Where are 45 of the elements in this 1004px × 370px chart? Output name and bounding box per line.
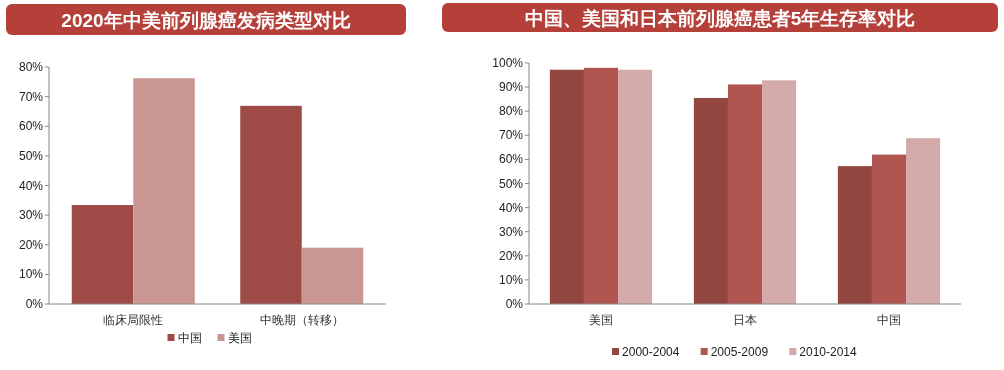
- y-tick-label: 20%: [18, 237, 44, 252]
- bar: [301, 247, 364, 304]
- chart-title: 中国、美国和日本前列腺癌患者5年生存率对比: [524, 7, 916, 29]
- x-tick-label: 中晚期（转移）: [259, 313, 344, 327]
- bar: [837, 166, 872, 304]
- x-tick-label: 临床局限性: [103, 313, 164, 327]
- y-tick-label: 10%: [18, 267, 44, 282]
- y-tick-label: 60%: [18, 119, 44, 134]
- y-tick-label: 20%: [498, 248, 524, 263]
- bar: [871, 154, 907, 304]
- y-tick-label: 60%: [498, 152, 524, 167]
- bar: [906, 138, 941, 304]
- legend-label: 2010-2014: [799, 345, 858, 359]
- y-tick-label: 10%: [498, 272, 524, 287]
- chart-title: 2020年中美前列腺癌发病类型对比: [61, 9, 351, 31]
- bar: [762, 80, 797, 304]
- y-tick-label: 70%: [498, 128, 524, 143]
- y-tick-label: 40%: [498, 200, 524, 215]
- y-tick-label: 90%: [498, 80, 524, 95]
- x-tick-label: 中国: [877, 313, 901, 327]
- bar: [618, 69, 653, 304]
- bar: [693, 97, 728, 304]
- bar: [583, 67, 619, 304]
- y-tick-label: 80%: [18, 60, 44, 74]
- x-tick-label: 美国: [589, 313, 613, 327]
- y-tick-label: 50%: [18, 148, 44, 163]
- legend-label: 中国: [177, 331, 202, 345]
- y-tick-label: 30%: [18, 208, 44, 223]
- y-tick-label: 50%: [498, 176, 524, 191]
- y-tick-label: 0%: [505, 297, 524, 311]
- y-tick-label: 80%: [498, 104, 524, 119]
- y-tick-label: 40%: [18, 178, 44, 193]
- x-tick-label: 日本: [733, 313, 757, 327]
- bar: [71, 205, 134, 304]
- legend-label: 2000-2004: [622, 345, 680, 359]
- bar: [549, 69, 584, 304]
- bar: [727, 84, 763, 304]
- y-tick-label: 0%: [25, 297, 44, 311]
- legend-label: 美国: [227, 331, 252, 345]
- bar: [240, 105, 302, 304]
- y-tick-label: 70%: [18, 89, 44, 104]
- y-tick-label: 30%: [498, 224, 524, 239]
- legend-label: 2005-2009: [710, 345, 769, 359]
- y-tick-label: 100%: [492, 56, 524, 70]
- bar: [133, 78, 195, 304]
